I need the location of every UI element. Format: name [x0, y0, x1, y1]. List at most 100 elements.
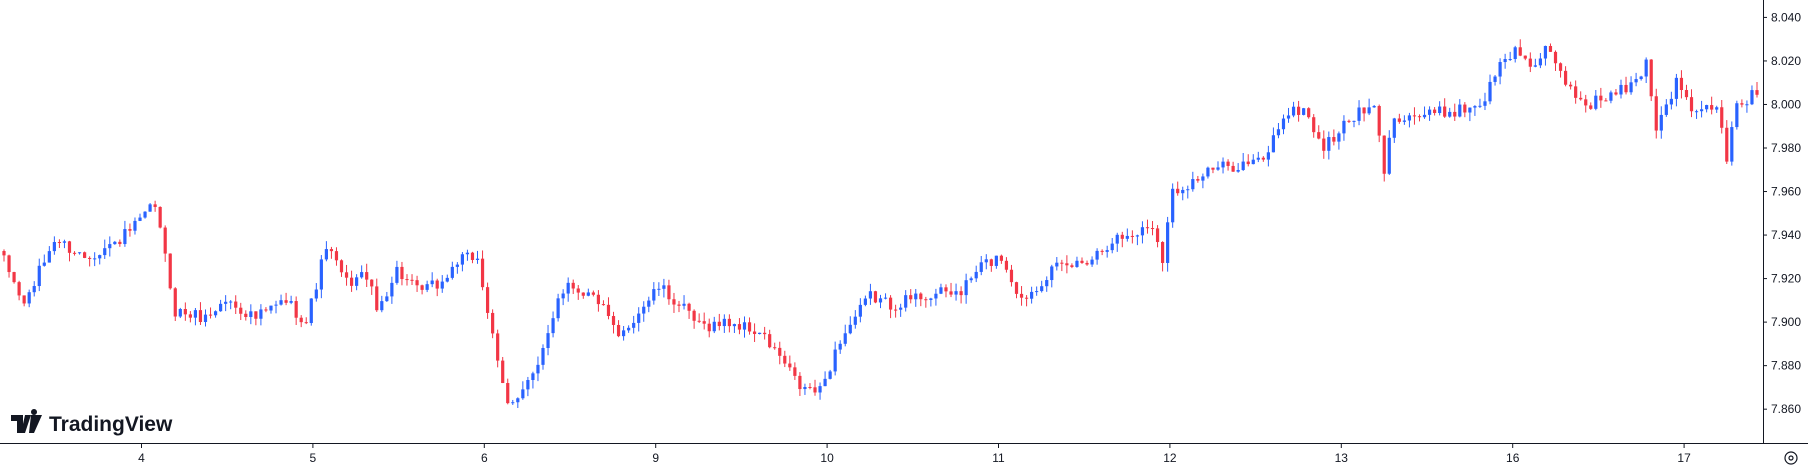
- candle-up[interactable]: [954, 291, 958, 295]
- candle-down[interactable]: [1553, 51, 1558, 64]
- candle-down[interactable]: [1720, 107, 1724, 128]
- candle-up[interactable]: [516, 398, 520, 403]
- candle-up[interactable]: [647, 300, 651, 307]
- candle-up[interactable]: [440, 281, 444, 289]
- candle-down[interactable]: [1150, 228, 1155, 230]
- candle-up[interactable]: [1352, 120, 1356, 122]
- candle-down[interactable]: [17, 282, 21, 296]
- candle-down[interactable]: [491, 312, 495, 334]
- candle-down[interactable]: [1397, 118, 1401, 122]
- candle-down[interactable]: [334, 251, 339, 261]
- candle-up[interactable]: [531, 373, 535, 381]
- candle-up[interactable]: [1030, 291, 1034, 299]
- candle-up[interactable]: [1271, 135, 1276, 153]
- candle-down[interactable]: [12, 272, 16, 283]
- candle-up[interactable]: [1276, 129, 1281, 136]
- candle-up[interactable]: [193, 310, 198, 318]
- candle-up[interactable]: [536, 364, 540, 374]
- candle-down[interactable]: [959, 291, 963, 296]
- candle-up[interactable]: [32, 286, 36, 293]
- candle-up[interactable]: [259, 309, 263, 319]
- candle-up[interactable]: [929, 298, 933, 300]
- candle-down[interactable]: [344, 272, 349, 278]
- candle-up[interactable]: [1251, 159, 1255, 165]
- time-axis[interactable]: 4 5 6 9 10 11 12 13 16 17: [0, 443, 1808, 466]
- candle-up[interactable]: [1659, 114, 1663, 131]
- candle-down[interactable]: [702, 321, 706, 324]
- candle-up[interactable]: [1498, 62, 1502, 77]
- candle-down[interactable]: [370, 279, 374, 287]
- candle-up[interactable]: [103, 248, 107, 256]
- candle-up[interactable]: [803, 386, 807, 390]
- price-axis[interactable]: 7.860 7.880 7.900 7.920 7.940 7.960 7.980 8.000…: [1763, 0, 1801, 444]
- candle-down[interactable]: [1463, 104, 1467, 113]
- candle-up[interactable]: [1135, 235, 1140, 237]
- candle-down[interactable]: [1614, 92, 1618, 95]
- candle-up[interactable]: [742, 322, 747, 330]
- candle-down[interactable]: [128, 229, 132, 231]
- candle-up[interactable]: [853, 316, 857, 325]
- candle-up[interactable]: [964, 280, 968, 296]
- candle-down[interactable]: [773, 347, 777, 349]
- candle-down[interactable]: [1347, 120, 1351, 122]
- candle-up[interactable]: [843, 333, 847, 344]
- candle-down[interactable]: [919, 293, 923, 300]
- candle-up[interactable]: [974, 271, 978, 279]
- candle-up[interactable]: [1186, 189, 1190, 191]
- candle-down[interactable]: [1196, 179, 1200, 181]
- candle-down[interactable]: [168, 253, 172, 289]
- candle-down[interactable]: [405, 279, 409, 281]
- candle-up[interactable]: [1035, 291, 1039, 293]
- candle-up[interactable]: [93, 258, 97, 260]
- candle-down[interactable]: [793, 367, 797, 376]
- candle-down[interactable]: [153, 204, 157, 207]
- candle-down[interactable]: [944, 287, 948, 292]
- candle-up[interactable]: [1750, 90, 1754, 105]
- candle-down[interactable]: [339, 260, 344, 273]
- candle-up[interactable]: [1125, 235, 1129, 239]
- candle-up[interactable]: [289, 301, 293, 303]
- candle-down[interactable]: [1024, 297, 1029, 299]
- candle-up[interactable]: [47, 251, 51, 263]
- candle-down[interactable]: [67, 241, 72, 253]
- candle-up[interactable]: [1236, 169, 1240, 172]
- candle-down[interactable]: [1654, 96, 1658, 131]
- tradingview-logo[interactable]: TradingView: [11, 408, 173, 436]
- candle-up[interactable]: [1609, 92, 1613, 101]
- candle-down[interactable]: [1382, 135, 1386, 174]
- candle-down[interactable]: [496, 333, 500, 361]
- candle-down[interactable]: [1523, 55, 1527, 59]
- candle-up[interactable]: [914, 293, 918, 300]
- candle-up[interactable]: [1201, 176, 1205, 181]
- candle-down[interactable]: [1160, 242, 1165, 263]
- candle-up[interactable]: [178, 309, 182, 317]
- candle-up[interactable]: [642, 306, 646, 314]
- candle-up[interactable]: [511, 402, 515, 404]
- candle-down[interactable]: [1307, 108, 1311, 118]
- candle-up[interactable]: [269, 305, 273, 311]
- candle-down[interactable]: [1317, 132, 1321, 139]
- candle-up[interactable]: [355, 277, 359, 286]
- candle-down[interactable]: [183, 309, 187, 315]
- candle-up[interactable]: [108, 244, 112, 249]
- candle-down[interactable]: [1004, 260, 1009, 270]
- candle-down[interactable]: [1453, 111, 1457, 117]
- candle-down[interactable]: [239, 307, 243, 314]
- candle-up[interactable]: [1644, 59, 1648, 77]
- candle-down[interactable]: [697, 320, 701, 322]
- candle-down[interactable]: [924, 299, 928, 301]
- candle-up[interactable]: [1075, 260, 1079, 267]
- candle-down[interactable]: [768, 334, 772, 348]
- candle-down[interactable]: [778, 347, 782, 356]
- candle-up[interactable]: [1281, 118, 1286, 130]
- candle-up[interactable]: [224, 301, 228, 304]
- candle-down[interactable]: [1558, 63, 1563, 71]
- candle-up[interactable]: [1594, 95, 1598, 109]
- candle-down[interactable]: [1130, 235, 1134, 237]
- candle-up[interactable]: [657, 288, 661, 290]
- candle-up[interactable]: [1634, 79, 1638, 83]
- candle-down[interactable]: [57, 242, 62, 244]
- candle-down[interactable]: [485, 287, 490, 313]
- candle-up[interactable]: [475, 258, 480, 260]
- candle-down[interactable]: [400, 266, 404, 280]
